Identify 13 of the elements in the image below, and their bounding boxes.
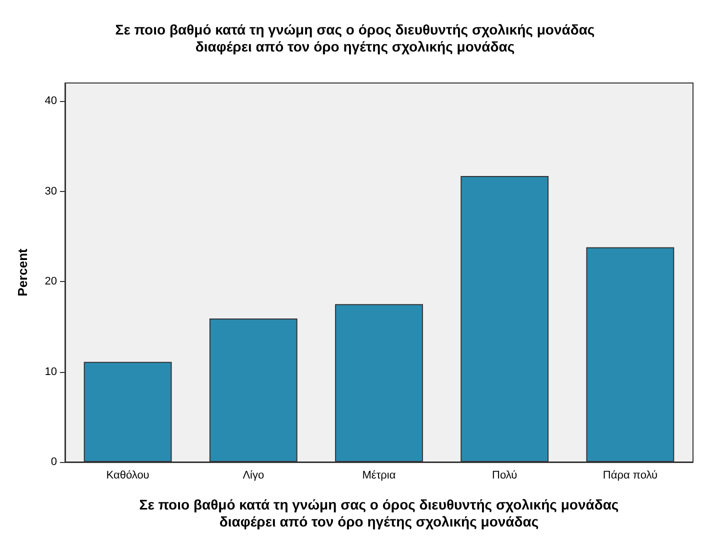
y-tick-label: 10 bbox=[44, 366, 57, 378]
y-tick-label: 0 bbox=[50, 456, 57, 468]
x-tick-label: Μέτρια bbox=[362, 470, 396, 482]
chart-title: Σε ποιο βαθμό κατά τη γνώμη σας ο όρος διευθυντής σχολικής μονάδας διαφέρει από τον όρο ηγέτης σχολικής μονάδας bbox=[115, 22, 595, 54]
x-tick-label: Πολύ bbox=[492, 470, 518, 482]
y-tick-label: 20 bbox=[44, 276, 57, 288]
x-tick-label: Καθόλου bbox=[106, 470, 150, 482]
x-tick-label: Πάρα πολύ bbox=[602, 470, 658, 482]
y-tick-label: 30 bbox=[44, 185, 57, 198]
x-tick-label: Λίγο bbox=[242, 470, 264, 482]
y-tick-label: 40 bbox=[44, 95, 57, 108]
y-axis-title: Percent bbox=[15, 248, 30, 296]
x-axis-title: Σε ποιο βαθμό κατά τη γνώμη σας ο όρος διευθυντής σχολικής μονάδας διαφέρει από τον όρο ηγέτης σχολικής μονάδας bbox=[139, 496, 619, 530]
